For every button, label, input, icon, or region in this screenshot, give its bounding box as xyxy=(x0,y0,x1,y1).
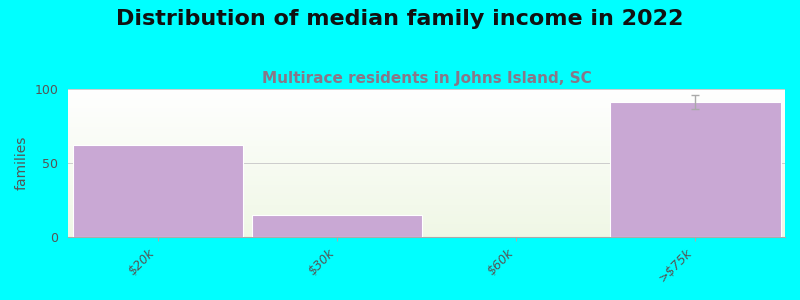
Bar xyxy=(73,145,243,237)
Text: Distribution of median family income in 2022: Distribution of median family income in … xyxy=(116,9,684,29)
Y-axis label: families: families xyxy=(15,136,29,190)
Bar xyxy=(610,102,781,237)
Title: Multirace residents in Johns Island, SC: Multirace residents in Johns Island, SC xyxy=(262,71,591,86)
Bar xyxy=(252,215,422,237)
